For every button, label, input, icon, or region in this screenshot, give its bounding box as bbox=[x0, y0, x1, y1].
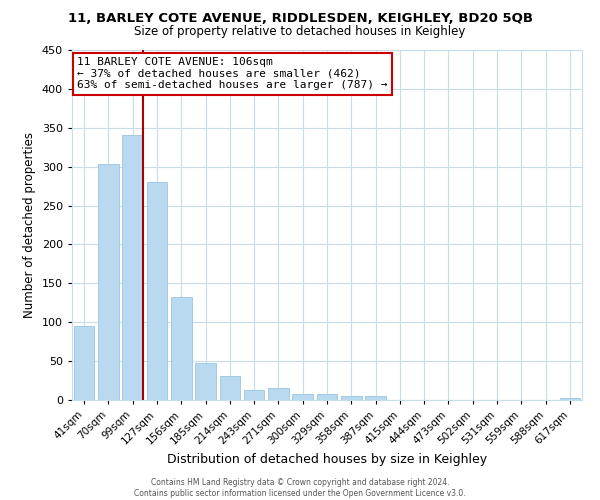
Text: Size of property relative to detached houses in Keighley: Size of property relative to detached ho… bbox=[134, 25, 466, 38]
Bar bbox=[74, 326, 94, 400]
Text: 11 BARLEY COTE AVENUE: 106sqm
← 37% of detached houses are smaller (462)
63% of : 11 BARLEY COTE AVENUE: 106sqm ← 37% of d… bbox=[77, 57, 388, 90]
Bar bbox=[146, 182, 167, 400]
Bar bbox=[268, 388, 289, 400]
Bar bbox=[98, 164, 119, 400]
Bar bbox=[171, 298, 191, 400]
Text: Contains HM Land Registry data © Crown copyright and database right 2024.
Contai: Contains HM Land Registry data © Crown c… bbox=[134, 478, 466, 498]
Text: 11, BARLEY COTE AVENUE, RIDDLESDEN, KEIGHLEY, BD20 5QB: 11, BARLEY COTE AVENUE, RIDDLESDEN, KEIG… bbox=[67, 12, 533, 26]
Bar bbox=[122, 135, 143, 400]
Y-axis label: Number of detached properties: Number of detached properties bbox=[23, 132, 36, 318]
Bar bbox=[365, 396, 386, 400]
Bar bbox=[292, 394, 313, 400]
Bar bbox=[560, 398, 580, 400]
Bar bbox=[244, 390, 265, 400]
Bar bbox=[317, 394, 337, 400]
Bar bbox=[220, 376, 240, 400]
Bar bbox=[341, 396, 362, 400]
X-axis label: Distribution of detached houses by size in Keighley: Distribution of detached houses by size … bbox=[167, 453, 487, 466]
Bar bbox=[195, 364, 216, 400]
